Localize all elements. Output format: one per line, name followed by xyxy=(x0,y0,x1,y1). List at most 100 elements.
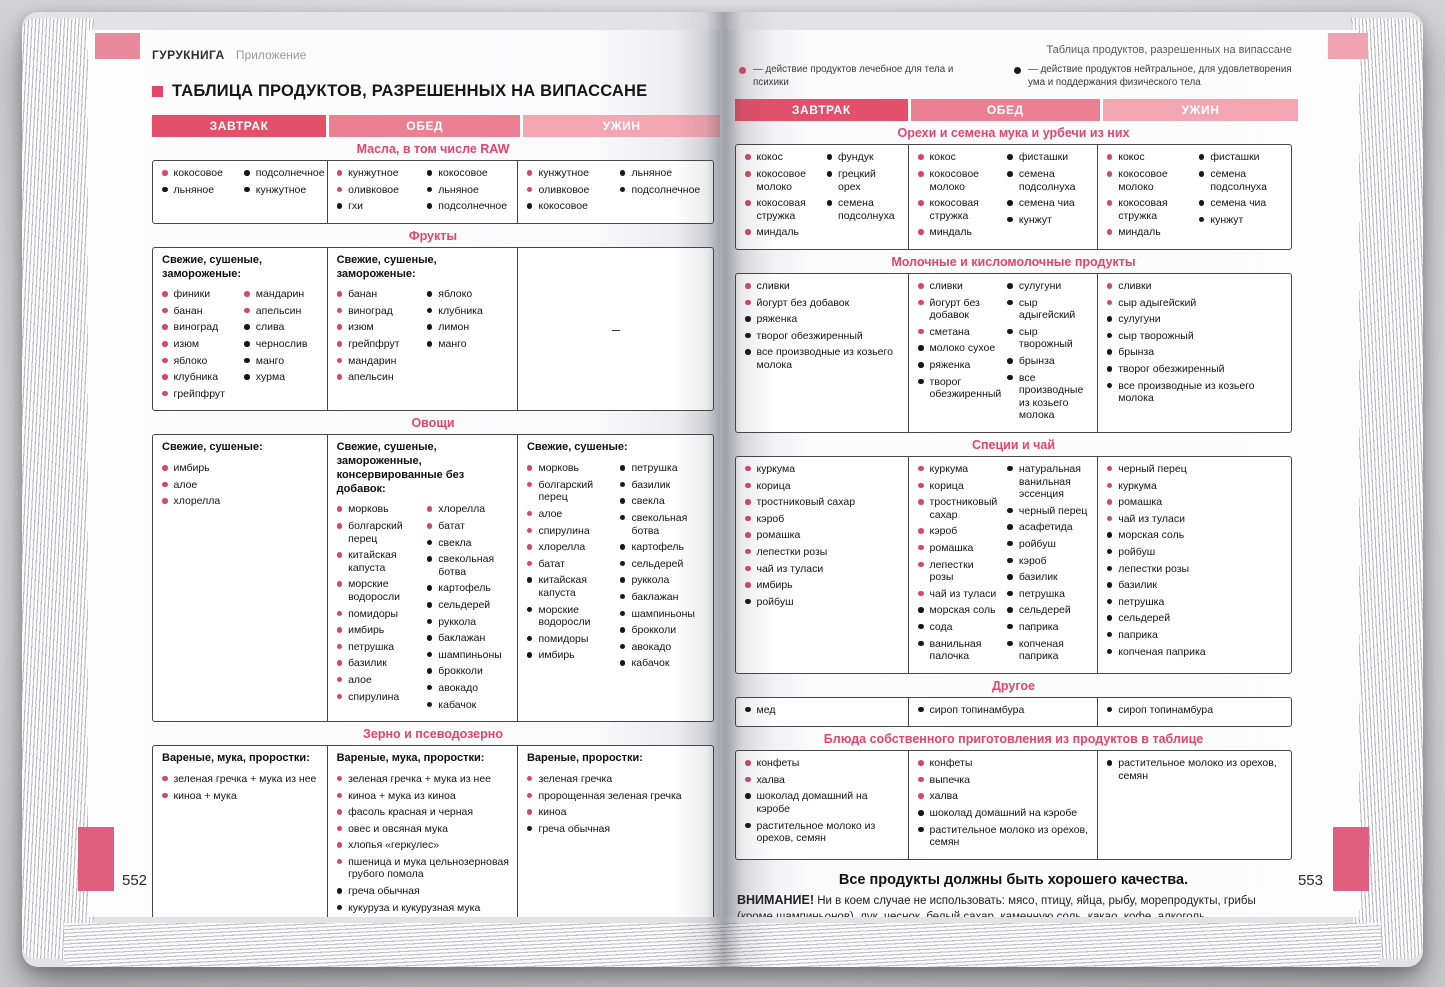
neutral-bullet-icon xyxy=(1106,615,1113,621)
product-label: сыр творожный xyxy=(1118,329,1194,342)
product-label: мандарин xyxy=(348,354,397,367)
product-item: оливковое xyxy=(526,184,612,197)
product-label: кокосовое молоко xyxy=(1118,168,1168,193)
cell-columns: сироп топинамбура xyxy=(918,704,1089,721)
product-item: натуральная ванильная эссенция xyxy=(1007,463,1088,501)
product-item: корица xyxy=(918,480,999,493)
product-item: болгарский перец xyxy=(336,520,419,545)
product-label: морковь xyxy=(348,503,389,516)
product-item: клубника xyxy=(162,371,236,384)
product-item: базилик xyxy=(336,657,419,670)
product-label: йогурт без добавок xyxy=(929,296,980,322)
product-label: кокосовое xyxy=(538,200,588,213)
product-item: кукуруза и кукурузная мука xyxy=(336,902,509,915)
healing-bullet-icon xyxy=(918,283,924,289)
healing-bullet-icon xyxy=(745,776,751,783)
product-item: кунжутное xyxy=(526,167,612,180)
healing-bullet-icon xyxy=(336,170,343,176)
neutral-bullet-icon xyxy=(918,826,924,833)
product-label: спирулина xyxy=(348,690,400,703)
neutral-bullet-icon xyxy=(426,291,433,297)
product-list: кунжутное оливковое гхи xyxy=(336,167,419,213)
neutral-bullet-icon xyxy=(619,544,626,550)
product-item: хлорелла xyxy=(162,495,319,508)
product-label: шоколад домашний на кэробе xyxy=(756,790,868,816)
product-item: черный перец xyxy=(1007,505,1088,518)
meal-cell-lunch: Свежие, сушеные, замороженные, консервир… xyxy=(326,435,517,722)
product-label: алое xyxy=(173,478,198,491)
product-label: брокколи xyxy=(631,624,677,637)
product-item: апельсин xyxy=(244,305,318,318)
legend-item-neutral: — действие продуктов нейтральное, для уд… xyxy=(1014,64,1292,89)
cell-columns: конфеты халва шоколад домашний на кэробе ра… xyxy=(745,757,900,849)
cell-header: Вареные, мука, проростки: xyxy=(336,752,485,765)
meal-cell-lunch: куркума корица тростниковый сахар кэроб рома… xyxy=(908,456,1097,673)
product-item: чернослив xyxy=(244,338,318,351)
healing-bullet-icon xyxy=(336,357,343,364)
product-list: морковь болгарский перец алое спирулина хлор… xyxy=(526,462,612,662)
neutral-bullet-icon xyxy=(745,822,751,829)
healing-bullet-icon xyxy=(745,229,751,235)
neutral-bullet-icon xyxy=(619,593,626,600)
healing-bullet-icon xyxy=(918,793,924,799)
product-item: копченая паприка xyxy=(1007,638,1088,663)
product-list: сливки йогурт без добавок ряженка творог об… xyxy=(745,280,900,372)
healing-bullet-icon xyxy=(1106,465,1113,472)
product-item: тростниковый сахар xyxy=(918,496,999,521)
product-item: грейпфрут xyxy=(162,388,236,401)
product-item: хлопья «геркулес» xyxy=(336,839,509,852)
column-header-dinner: УЖИН xyxy=(1103,99,1298,122)
product-item: мандарин xyxy=(336,354,419,368)
product-label: сельдерей xyxy=(438,599,491,611)
product-item: слива xyxy=(244,321,318,334)
product-item: кабачок xyxy=(426,699,509,712)
product-list: петрушка базилик свекла свекольная ботва кар… xyxy=(619,462,705,670)
neutral-bullet-icon xyxy=(244,324,250,330)
product-label: шампиньоны xyxy=(438,648,502,661)
product-label: китайская капуста xyxy=(538,574,587,599)
cell-column: зеленая гречка + мука из нее киноа + мука xyxy=(162,773,319,806)
cell-columns: банан виноград изюм грейпфрут мандарин апельс… xyxy=(336,288,509,388)
cell-columns: финики банан виноград изюм яблоко клубника гре… xyxy=(162,288,319,404)
product-item: яблоко xyxy=(162,355,236,368)
neutral-bullet-icon xyxy=(1007,358,1013,364)
product-item: тростниковый сахар xyxy=(745,496,900,509)
healing-bullet-icon xyxy=(1106,154,1113,160)
bookmark-tab-bottom-left xyxy=(78,827,114,891)
product-item: ванильная палочка xyxy=(918,638,999,663)
neutral-bullet-icon xyxy=(619,186,626,193)
product-label: шампиньоны xyxy=(631,607,695,620)
neutral-bullet-icon xyxy=(1198,171,1205,177)
healing-bullet-icon xyxy=(526,481,533,488)
product-label: асафетида xyxy=(1018,521,1073,534)
section-other: Другое мед сироп топинамбура сироп топинамб… xyxy=(735,679,1292,728)
neutral-bullet-icon xyxy=(619,577,626,583)
page-title: ТАБЛИЦА ПРОДУКТОВ, РАЗРЕШЕННЫХ НА ВИПАСС… xyxy=(172,82,648,100)
section-table-oils: кокосовое льняное подсолнечное кунжутное кун… xyxy=(152,160,714,224)
neutral-bullet-icon xyxy=(426,585,433,591)
product-label: петрушка xyxy=(1018,587,1065,600)
product-item: петрушка xyxy=(1106,596,1283,609)
neutral-bullet-icon xyxy=(745,706,751,713)
product-item: имбирь xyxy=(336,624,419,637)
column-header-breakfast: ЗАВТРАК xyxy=(152,115,327,137)
neutral-bullet-icon xyxy=(526,652,533,658)
product-list: куркума корица тростниковый сахар кэроб рома… xyxy=(745,463,900,608)
cell-column: натуральная ванильная эссенция черный пер… xyxy=(1007,463,1088,667)
neutral-bullet-icon xyxy=(918,345,924,351)
healing-bullet-icon xyxy=(918,499,924,505)
page-right: Таблица продуктов, разрешенных на випасс… xyxy=(725,30,1359,917)
sections-right: Орехи и семена мука и урбечи из них кокос… xyxy=(735,126,1292,860)
cell-columns: морковь болгарский перец китайская капуста… xyxy=(336,503,509,715)
product-label: имбирь xyxy=(348,624,385,637)
product-item: свекольная ботва xyxy=(619,512,705,537)
healing-bullet-icon xyxy=(739,67,746,74)
cell-columns: сироп топинамбура xyxy=(1106,704,1283,721)
product-label: куркума xyxy=(1118,479,1157,492)
cell-column: финики банан виноград изюм яблоко клубника гре… xyxy=(162,288,236,404)
sections-left: Масла, в том числе RAW кокосовое льняное по… xyxy=(152,142,714,917)
product-label: кунжут xyxy=(1018,213,1052,226)
product-label: корица xyxy=(756,479,791,492)
product-label: сельдерей xyxy=(1018,604,1071,617)
product-label: свекольная ботва xyxy=(438,553,495,578)
